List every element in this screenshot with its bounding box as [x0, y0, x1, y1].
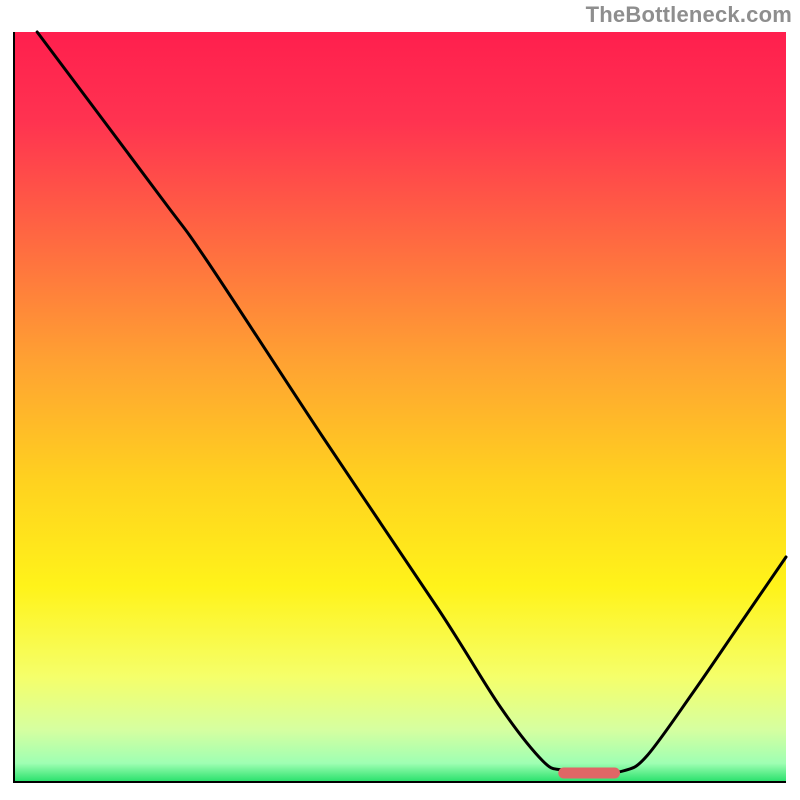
chart-svg: [0, 0, 800, 800]
optimal-range-marker: [558, 768, 620, 779]
gradient-background: [14, 32, 786, 782]
chart-root: TheBottleneck.com: [0, 0, 800, 800]
watermark-text: TheBottleneck.com: [586, 2, 792, 28]
